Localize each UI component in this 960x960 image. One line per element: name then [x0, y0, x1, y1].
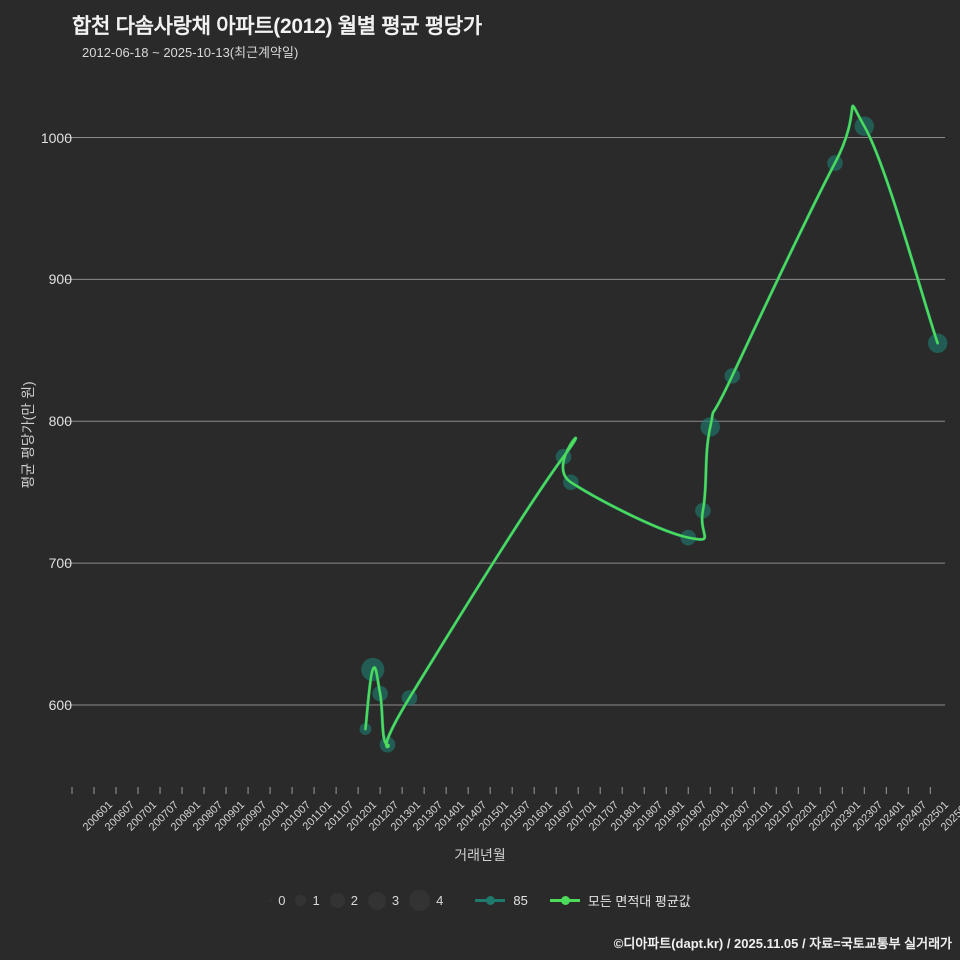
legend-series-item[interactable]: 85 [475, 893, 528, 908]
y-axis-tick-label: 900 [48, 271, 72, 288]
legend-size-label: 3 [391, 893, 400, 908]
y-axis-tick-label: 600 [48, 696, 72, 713]
y-axis-tick-label: 800 [48, 413, 72, 430]
legend-size-label: 2 [350, 893, 358, 908]
chart-legend: 0 1 2 3 4 85 모든 면적대 평균값 [0, 890, 960, 911]
legend-size-item: 4 [409, 890, 451, 911]
legend-bubble-icon [329, 893, 345, 908]
legend-series-label: 85 [513, 893, 528, 908]
legend-size-item: 2 [329, 893, 366, 908]
legend-bubble-icon [269, 899, 273, 902]
series-area-85 [359, 104, 948, 753]
x-axis-label: 거래년월 [454, 847, 506, 863]
legend-series-item[interactable]: 모든 면적대 평균값 [549, 891, 691, 910]
legend-series-list: 85 모든 면적대 평균값 [453, 891, 691, 910]
legend-size-scale: 0 1 2 3 4 [269, 890, 453, 911]
series-line [364, 104, 939, 749]
legend-size-label: 1 [312, 893, 320, 908]
footer-credit: ©디아파트(dapt.kr) / 2025.11.05 / 자료=국토교통부 실… [613, 936, 952, 951]
legend-size-item: 0 [269, 893, 293, 908]
legend-size-label: 0 [278, 893, 286, 908]
legend-line-icon [549, 896, 580, 905]
legend-size-item: 1 [295, 893, 327, 908]
legend-marker-icon [486, 896, 496, 905]
page-title: 합천 다솜사랑채 아파트(2012) 월별 평균 평당가 [72, 15, 482, 38]
legend-series-label: 모든 면적대 평균값 [587, 894, 691, 909]
y-axis-tick-label: 1000 [40, 129, 72, 146]
legend-marker-icon [560, 896, 570, 905]
series-all-area-average [364, 104, 939, 749]
legend-bubble-icon [295, 895, 307, 906]
y-axis-ticks: 600 700 800 900 1000 [0, 0, 72, 960]
legend-bubble-icon [409, 890, 431, 911]
legend-size-label: 4 [436, 893, 444, 908]
chart-subtitle: 2012-06-18 ~ 2025-10-13(최근계약일) [82, 45, 299, 60]
y-axis-tick-label: 700 [48, 555, 72, 572]
legend-bubble-icon [367, 891, 386, 910]
series-line [363, 104, 940, 749]
legend-line-icon [475, 896, 506, 905]
legend-size-item: 3 [367, 891, 407, 910]
